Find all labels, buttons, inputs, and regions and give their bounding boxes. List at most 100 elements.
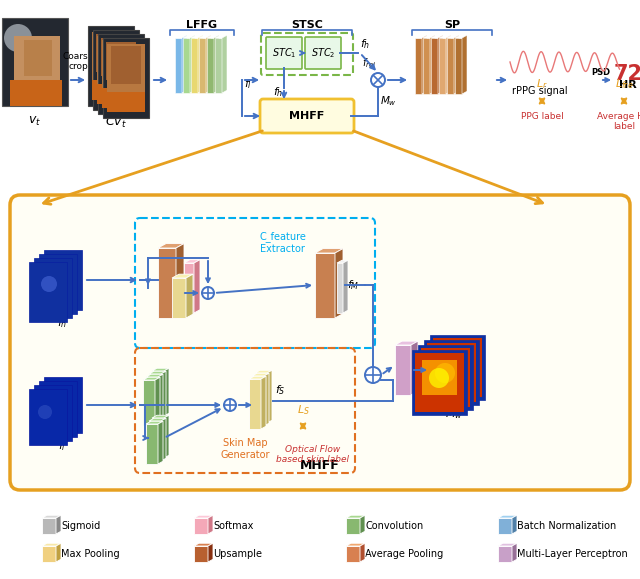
Circle shape — [441, 358, 461, 378]
Polygon shape — [447, 35, 459, 38]
Polygon shape — [346, 518, 360, 534]
Circle shape — [56, 264, 72, 280]
Polygon shape — [175, 35, 187, 38]
Polygon shape — [191, 38, 198, 93]
Polygon shape — [439, 35, 451, 38]
Polygon shape — [96, 34, 126, 72]
Text: $f_{roi}$: $f_{roi}$ — [362, 56, 376, 70]
Text: $Cv_t$: $Cv_t$ — [105, 115, 127, 130]
Polygon shape — [422, 360, 457, 395]
Polygon shape — [428, 355, 463, 390]
Text: $f_l$: $f_l$ — [58, 439, 66, 453]
Text: $v_t$: $v_t$ — [28, 115, 42, 128]
Text: C_feature
Extractor: C_feature Extractor — [259, 231, 306, 254]
Polygon shape — [207, 35, 219, 38]
Text: Softmax: Softmax — [213, 521, 253, 531]
Polygon shape — [92, 80, 130, 100]
Circle shape — [38, 405, 52, 419]
Circle shape — [41, 276, 57, 292]
Text: $STC_1$: $STC_1$ — [272, 46, 296, 60]
Polygon shape — [24, 40, 52, 76]
Polygon shape — [198, 35, 203, 93]
Polygon shape — [395, 341, 418, 345]
Text: Sigmoid: Sigmoid — [61, 521, 100, 531]
Polygon shape — [88, 26, 134, 106]
Polygon shape — [103, 38, 149, 118]
Polygon shape — [498, 543, 517, 546]
Polygon shape — [421, 348, 470, 407]
Polygon shape — [107, 92, 145, 112]
Text: MHFF: MHFF — [300, 459, 340, 472]
Polygon shape — [146, 374, 163, 377]
Polygon shape — [14, 36, 60, 98]
Polygon shape — [462, 35, 467, 94]
Text: Average Pooling: Average Pooling — [365, 549, 444, 559]
Polygon shape — [194, 543, 213, 546]
Circle shape — [202, 287, 214, 299]
Polygon shape — [255, 370, 272, 373]
Polygon shape — [158, 374, 163, 422]
Polygon shape — [194, 260, 200, 313]
Polygon shape — [208, 543, 213, 562]
Polygon shape — [315, 253, 335, 318]
FancyBboxPatch shape — [266, 37, 302, 69]
Polygon shape — [199, 35, 211, 38]
Polygon shape — [415, 35, 427, 38]
Polygon shape — [152, 371, 164, 416]
Text: Skin Map
Generator: Skin Map Generator — [220, 438, 269, 460]
Text: $f_h$: $f_h$ — [57, 316, 67, 330]
Polygon shape — [158, 244, 184, 248]
Polygon shape — [39, 254, 77, 314]
Polygon shape — [422, 35, 427, 94]
Polygon shape — [395, 345, 411, 395]
Polygon shape — [415, 353, 464, 412]
Circle shape — [435, 363, 455, 383]
Polygon shape — [56, 543, 61, 562]
Polygon shape — [360, 515, 365, 534]
Circle shape — [371, 73, 385, 87]
Polygon shape — [434, 350, 469, 385]
Polygon shape — [447, 38, 454, 94]
Polygon shape — [360, 543, 365, 562]
Polygon shape — [215, 35, 227, 38]
Polygon shape — [176, 244, 184, 318]
Text: $L_S$: $L_S$ — [296, 403, 309, 417]
Polygon shape — [346, 543, 365, 546]
Polygon shape — [44, 250, 82, 310]
Polygon shape — [175, 38, 182, 93]
Text: rPPG signal: rPPG signal — [512, 86, 568, 96]
Polygon shape — [149, 418, 166, 421]
Circle shape — [51, 268, 67, 284]
Polygon shape — [498, 515, 517, 518]
Text: STSC: STSC — [291, 20, 323, 30]
Text: LFFG: LFFG — [186, 20, 218, 30]
Polygon shape — [264, 373, 269, 426]
Text: PPG label: PPG label — [520, 112, 563, 121]
Polygon shape — [215, 38, 222, 93]
Polygon shape — [152, 418, 164, 458]
Polygon shape — [146, 377, 158, 422]
Polygon shape — [97, 84, 135, 104]
Polygon shape — [498, 518, 512, 534]
Polygon shape — [93, 30, 139, 110]
Text: PSD: PSD — [591, 68, 611, 77]
Polygon shape — [172, 278, 186, 318]
Text: SP: SP — [444, 20, 460, 30]
Polygon shape — [194, 515, 213, 518]
Text: $M_w$: $M_w$ — [445, 407, 463, 421]
Polygon shape — [186, 274, 193, 318]
Text: $f_h$: $f_h$ — [360, 37, 371, 51]
Polygon shape — [111, 46, 141, 84]
Polygon shape — [34, 258, 72, 318]
Polygon shape — [346, 546, 360, 562]
FancyBboxPatch shape — [305, 37, 341, 69]
Polygon shape — [155, 378, 160, 425]
Polygon shape — [98, 34, 144, 114]
FancyBboxPatch shape — [10, 195, 630, 490]
Polygon shape — [184, 263, 194, 313]
Polygon shape — [29, 262, 67, 322]
Circle shape — [429, 368, 449, 388]
Text: Coarse
crop: Coarse crop — [62, 52, 93, 71]
Circle shape — [447, 353, 467, 373]
Polygon shape — [42, 518, 56, 534]
